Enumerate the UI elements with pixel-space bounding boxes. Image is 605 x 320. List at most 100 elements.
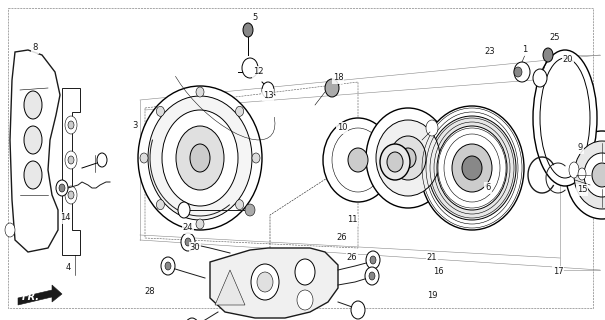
Ellipse shape bbox=[196, 219, 204, 229]
Ellipse shape bbox=[533, 69, 547, 87]
Ellipse shape bbox=[24, 161, 42, 189]
Ellipse shape bbox=[366, 251, 380, 269]
Text: 15: 15 bbox=[577, 186, 587, 195]
Ellipse shape bbox=[165, 262, 171, 270]
Ellipse shape bbox=[262, 82, 274, 98]
Text: FR.: FR. bbox=[22, 292, 40, 302]
Ellipse shape bbox=[533, 50, 597, 186]
Ellipse shape bbox=[592, 163, 605, 187]
Ellipse shape bbox=[514, 62, 530, 82]
Text: 25: 25 bbox=[550, 34, 560, 43]
Text: 3: 3 bbox=[132, 121, 138, 130]
Ellipse shape bbox=[325, 79, 339, 97]
Ellipse shape bbox=[140, 153, 148, 163]
Ellipse shape bbox=[428, 116, 516, 220]
Ellipse shape bbox=[5, 223, 15, 237]
Text: 21: 21 bbox=[427, 253, 437, 262]
Text: 26: 26 bbox=[337, 234, 347, 243]
Ellipse shape bbox=[235, 106, 244, 116]
Ellipse shape bbox=[323, 118, 393, 202]
Ellipse shape bbox=[257, 272, 273, 292]
Ellipse shape bbox=[161, 257, 175, 275]
Ellipse shape bbox=[387, 152, 403, 172]
Ellipse shape bbox=[366, 108, 450, 208]
Ellipse shape bbox=[297, 290, 313, 310]
Text: 1: 1 bbox=[522, 45, 528, 54]
Ellipse shape bbox=[251, 264, 279, 300]
Text: 4: 4 bbox=[65, 263, 71, 273]
Ellipse shape bbox=[574, 141, 605, 209]
Text: 11: 11 bbox=[347, 215, 357, 225]
Ellipse shape bbox=[332, 128, 384, 192]
Text: 26: 26 bbox=[347, 253, 358, 262]
Text: 16: 16 bbox=[433, 268, 443, 276]
Ellipse shape bbox=[348, 148, 368, 172]
Ellipse shape bbox=[369, 272, 375, 280]
Polygon shape bbox=[215, 270, 245, 305]
Ellipse shape bbox=[514, 67, 522, 77]
Text: 24: 24 bbox=[183, 223, 193, 233]
Text: 19: 19 bbox=[427, 291, 437, 300]
Text: 8: 8 bbox=[32, 44, 38, 52]
Ellipse shape bbox=[452, 144, 492, 192]
Text: 12: 12 bbox=[253, 68, 263, 76]
Ellipse shape bbox=[68, 191, 74, 199]
Text: 30: 30 bbox=[190, 244, 200, 252]
Ellipse shape bbox=[24, 126, 42, 154]
Ellipse shape bbox=[190, 144, 210, 172]
Ellipse shape bbox=[56, 180, 68, 196]
Ellipse shape bbox=[157, 106, 165, 116]
Ellipse shape bbox=[370, 256, 376, 264]
Ellipse shape bbox=[65, 151, 77, 169]
Text: 5: 5 bbox=[252, 13, 258, 22]
Ellipse shape bbox=[578, 168, 586, 180]
Ellipse shape bbox=[584, 153, 605, 197]
Ellipse shape bbox=[365, 267, 379, 285]
Ellipse shape bbox=[65, 116, 77, 134]
Ellipse shape bbox=[242, 58, 258, 78]
Text: 10: 10 bbox=[337, 124, 347, 132]
Text: 23: 23 bbox=[485, 47, 495, 57]
Ellipse shape bbox=[295, 259, 315, 285]
Ellipse shape bbox=[243, 23, 253, 37]
Ellipse shape bbox=[68, 121, 74, 129]
Ellipse shape bbox=[566, 131, 605, 219]
Polygon shape bbox=[210, 248, 338, 318]
Ellipse shape bbox=[59, 184, 65, 192]
Ellipse shape bbox=[543, 48, 553, 62]
Ellipse shape bbox=[351, 301, 365, 319]
Ellipse shape bbox=[181, 233, 195, 251]
Ellipse shape bbox=[162, 110, 238, 206]
Text: 13: 13 bbox=[263, 91, 273, 100]
Ellipse shape bbox=[68, 156, 74, 164]
Ellipse shape bbox=[569, 162, 579, 178]
Ellipse shape bbox=[24, 91, 42, 119]
Ellipse shape bbox=[178, 202, 190, 218]
Ellipse shape bbox=[400, 148, 416, 168]
Ellipse shape bbox=[390, 136, 426, 180]
Ellipse shape bbox=[185, 238, 191, 246]
Text: 6: 6 bbox=[485, 183, 491, 193]
Ellipse shape bbox=[462, 156, 482, 180]
Ellipse shape bbox=[65, 186, 77, 204]
Ellipse shape bbox=[420, 106, 524, 230]
Polygon shape bbox=[10, 50, 60, 252]
Text: 18: 18 bbox=[333, 74, 343, 83]
Text: 9: 9 bbox=[577, 143, 583, 153]
Text: 20: 20 bbox=[563, 55, 574, 65]
Ellipse shape bbox=[426, 120, 438, 136]
Ellipse shape bbox=[157, 200, 165, 210]
Ellipse shape bbox=[235, 200, 244, 210]
Ellipse shape bbox=[245, 204, 255, 216]
Text: 14: 14 bbox=[60, 213, 70, 222]
Ellipse shape bbox=[176, 126, 224, 190]
Ellipse shape bbox=[196, 87, 204, 97]
Polygon shape bbox=[18, 285, 62, 305]
Ellipse shape bbox=[148, 96, 252, 220]
Text: 17: 17 bbox=[553, 268, 563, 276]
Ellipse shape bbox=[376, 120, 440, 196]
Ellipse shape bbox=[97, 153, 107, 167]
Ellipse shape bbox=[252, 153, 260, 163]
Ellipse shape bbox=[380, 144, 410, 180]
Ellipse shape bbox=[185, 318, 199, 320]
